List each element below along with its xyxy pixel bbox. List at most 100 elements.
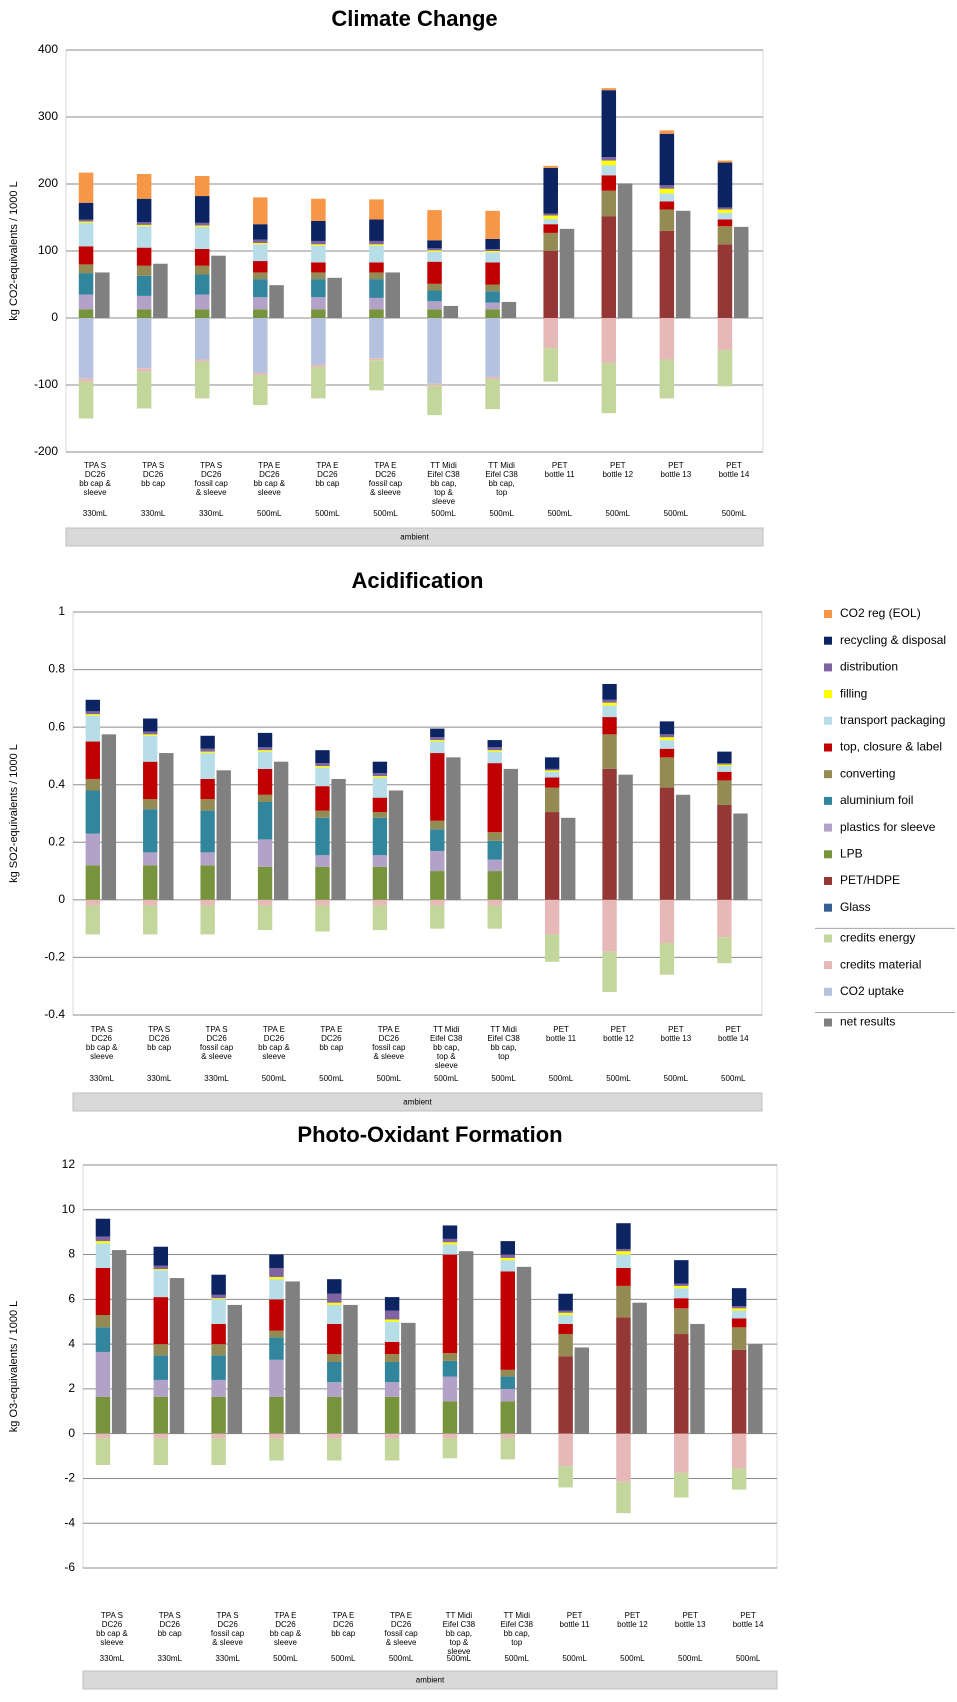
bar-segment	[95, 1315, 111, 1328]
volume-label: 500mL	[678, 1654, 703, 1663]
bar-segment	[544, 934, 560, 962]
bar-segment	[731, 1349, 747, 1434]
bar-segment	[616, 1223, 631, 1249]
bar-segment	[211, 1274, 226, 1295]
bar-segment	[85, 699, 100, 712]
bar-segment	[253, 261, 268, 273]
legend-label: Glass	[840, 900, 871, 914]
bar-segment	[269, 1279, 284, 1300]
bar-segment	[427, 240, 442, 249]
bar-segment	[717, 804, 732, 900]
bar-segment	[143, 865, 158, 900]
bar-segment	[153, 1246, 169, 1266]
x-tick-label: sleeve	[262, 1052, 286, 1061]
bar-segment	[200, 899, 215, 906]
x-tick-label: TT Midi	[488, 461, 515, 470]
bar-segment	[601, 165, 617, 176]
x-tick-label: DC26	[102, 1620, 123, 1629]
bar-segment	[427, 248, 442, 251]
x-tick-label: bb cap	[331, 1629, 356, 1638]
bar-segment	[558, 1315, 573, 1324]
bar-segment	[717, 751, 732, 764]
x-tick-label: fossil cap	[200, 1043, 234, 1052]
bar-segment	[136, 173, 152, 199]
bar-segment	[257, 839, 273, 867]
y-tick-label: 4	[68, 1336, 75, 1350]
x-tick-label: bottle 14	[733, 1620, 764, 1629]
bar-segment	[659, 230, 675, 318]
net-bar	[561, 817, 576, 900]
bar-segment	[717, 209, 733, 213]
bar-segment	[601, 157, 617, 161]
bar-segment	[731, 1327, 747, 1350]
bar-segment	[153, 1297, 169, 1345]
bar-segment	[200, 810, 215, 853]
bar-segment	[717, 226, 733, 245]
x-tick-label: bottle 11	[560, 1620, 591, 1629]
y-tick-label: 0.4	[48, 777, 65, 791]
bar-segment	[442, 1401, 458, 1434]
x-tick-label: Eifel C38	[430, 1034, 463, 1043]
bar-segment	[311, 366, 326, 399]
bar-segment	[200, 751, 215, 754]
bar-segment	[731, 1308, 747, 1311]
bar-segment	[427, 283, 442, 291]
bar-segment	[372, 761, 388, 774]
y-tick-label: 2	[68, 1381, 75, 1395]
x-tick-label: DC26	[217, 1620, 238, 1629]
bar-segment	[500, 1433, 516, 1439]
legend-swatch	[824, 796, 832, 805]
bar-segment	[211, 1355, 226, 1380]
bar-segment	[136, 371, 152, 409]
bar-segment	[543, 213, 558, 216]
bar-segment	[430, 905, 445, 929]
bar-segment	[430, 871, 445, 900]
x-tick-label: TPA S	[200, 461, 222, 470]
bar-segment	[311, 245, 326, 263]
bar-segment	[369, 279, 384, 298]
x-tick-label: TPA E	[263, 1025, 285, 1034]
net-bar	[153, 263, 168, 318]
bar-segment	[315, 766, 330, 768]
x-tick-label: PET	[553, 1025, 569, 1034]
bar-segment	[485, 309, 500, 318]
x-tick-label: bb cap	[315, 479, 340, 488]
bar-segment	[602, 951, 617, 992]
x-tick-label: PET	[668, 461, 684, 470]
bar-segment	[315, 866, 330, 900]
bar-segment	[659, 737, 675, 741]
bar-segment	[717, 766, 732, 772]
bar-segment	[601, 216, 617, 318]
y-tick-label: 300	[38, 109, 58, 123]
bar-segment	[659, 748, 675, 758]
bar-segment	[211, 1344, 226, 1356]
bar-segment	[315, 899, 330, 906]
bar-segment	[558, 1310, 573, 1313]
bar-segment	[211, 1294, 226, 1299]
bar-segment	[143, 761, 158, 800]
bar-segment	[384, 1362, 400, 1383]
bar-segment	[315, 763, 330, 767]
legend-label: converting	[840, 766, 895, 780]
bar-segment	[601, 88, 617, 91]
bar-segment	[369, 219, 384, 241]
x-tick-label: TT Midi	[446, 1611, 473, 1620]
x-tick-label: sleeve	[432, 497, 456, 506]
group-label: ambient	[403, 1098, 432, 1107]
bar-segment	[85, 905, 100, 935]
x-tick-label: top	[496, 488, 508, 497]
bar-segment	[731, 1288, 747, 1307]
x-tick-label: TPA E	[374, 461, 396, 470]
legend-swatch	[824, 716, 832, 725]
x-tick-label: DC26	[91, 1034, 112, 1043]
bar-segment	[211, 1299, 226, 1324]
bar-segment	[327, 1362, 342, 1383]
x-tick-label: bottle 14	[718, 1034, 749, 1043]
bar-segment	[659, 740, 675, 749]
net-bar	[385, 272, 400, 318]
x-tick-label: TT Midi	[503, 1611, 530, 1620]
volume-label: 330mL	[215, 1654, 240, 1663]
net-bar	[733, 226, 749, 318]
bar-segment	[487, 840, 502, 860]
